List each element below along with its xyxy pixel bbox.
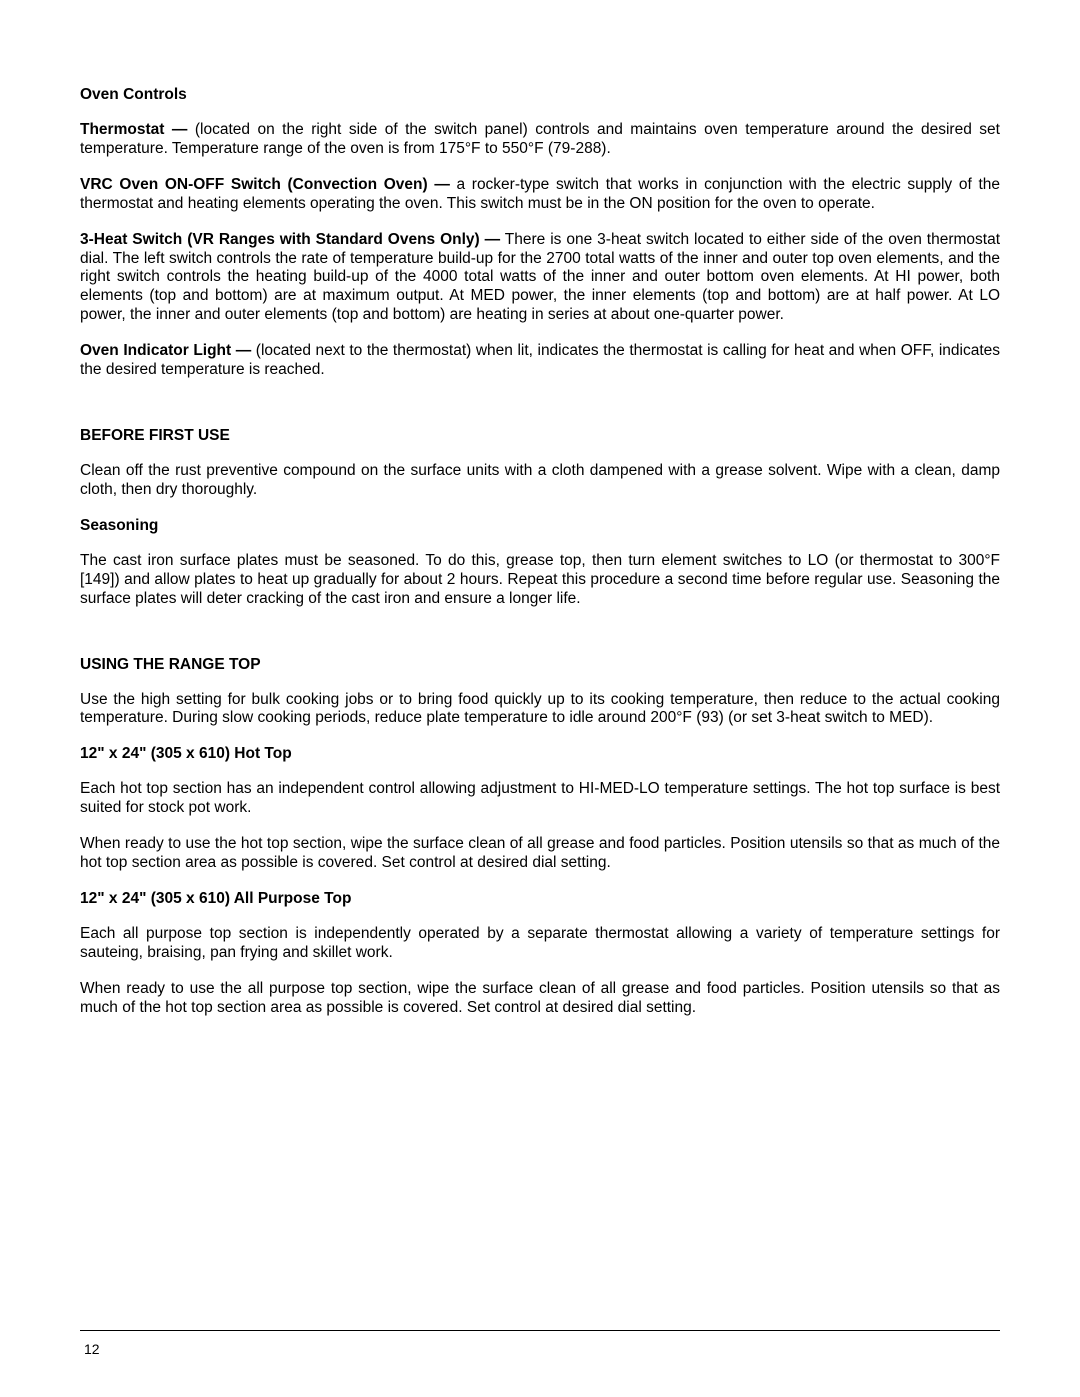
thermostat-body: (located on the right side of the switch… — [80, 121, 1000, 157]
heat-switch-label: 3-Heat Switch (VR Ranges with Standard O… — [80, 231, 500, 248]
all-purpose-p1: Each all purpose top section is independ… — [80, 925, 1000, 963]
hot-top-p2: When ready to use the hot top section, w… — [80, 835, 1000, 873]
seasoning-heading: Seasoning — [80, 517, 1000, 535]
footer-rule — [80, 1330, 1000, 1331]
vrc-paragraph: VRC Oven ON-OFF Switch (Convection Oven)… — [80, 176, 1000, 214]
page-number: 12 — [84, 1341, 100, 1357]
all-purpose-heading: 12" x 24" (305 x 610) All Purpose Top — [80, 890, 1000, 908]
heat-switch-paragraph: 3-Heat Switch (VR Ranges with Standard O… — [80, 231, 1000, 326]
seasoning-body: The cast iron surface plates must be sea… — [80, 552, 1000, 609]
hot-top-p1: Each hot top section has an independent … — [80, 780, 1000, 818]
vrc-label: VRC Oven ON-OFF Switch (Convection Oven)… — [80, 176, 450, 193]
using-range-top-heading: USING THE RANGE TOP — [80, 656, 1000, 674]
manual-page: Oven Controls Thermostat — (located on t… — [0, 0, 1080, 1397]
all-purpose-p2: When ready to use the all purpose top se… — [80, 980, 1000, 1018]
thermostat-label: Thermostat — — [80, 121, 187, 138]
hot-top-heading: 12" x 24" (305 x 610) Hot Top — [80, 745, 1000, 763]
before-first-use-heading: BEFORE FIRST USE — [80, 427, 1000, 445]
before-first-use-body: Clean off the rust preventive compound o… — [80, 462, 1000, 500]
thermostat-paragraph: Thermostat — (located on the right side … — [80, 121, 1000, 159]
indicator-paragraph: Oven Indicator Light — (located next to … — [80, 342, 1000, 380]
using-range-top-intro: Use the high setting for bulk cooking jo… — [80, 691, 1000, 729]
oven-controls-heading: Oven Controls — [80, 86, 1000, 104]
indicator-label: Oven Indicator Light — — [80, 342, 251, 359]
